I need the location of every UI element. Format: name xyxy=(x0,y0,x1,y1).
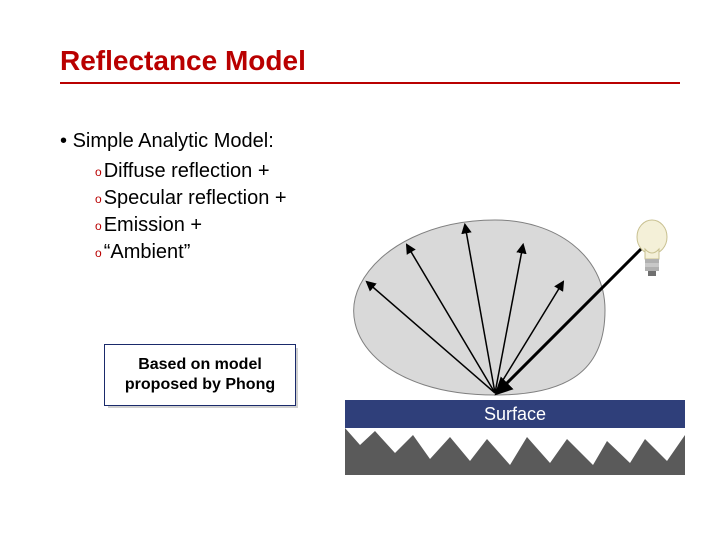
slide-title: Reflectance Model xyxy=(60,45,306,77)
reflectance-diagram: Surface xyxy=(345,215,685,475)
callout-line1: Based on model xyxy=(138,356,262,373)
lightbulb-icon xyxy=(637,220,667,276)
sub-item: oDiffuse reflection + xyxy=(95,158,287,185)
callout-line2: proposed by Phong xyxy=(125,376,275,393)
sub-item: oSpecular reflection + xyxy=(95,185,287,212)
sub-item: oEmission + xyxy=(95,212,287,239)
sub-item-label: Diffuse reflection + xyxy=(104,160,270,182)
sub-item: o“Ambient” xyxy=(95,239,287,266)
sub-item-label: Emission + xyxy=(104,214,202,236)
bullet-marker: o xyxy=(95,165,102,179)
bullet-main: • Simple Analytic Model: xyxy=(60,130,274,153)
callout-box: Based on model proposed by Phong xyxy=(104,344,296,406)
title-underline xyxy=(60,82,680,84)
surface-label: Surface xyxy=(484,404,546,424)
bullet-main-label: Simple Analytic Model: xyxy=(73,130,274,152)
slide: Reflectance Model • Simple Analytic Mode… xyxy=(0,0,720,540)
bullet-marker: o xyxy=(95,246,102,260)
sub-item-label: “Ambient” xyxy=(104,241,191,263)
sub-list: oDiffuse reflection + oSpecular reflecti… xyxy=(95,158,287,266)
bullet-marker: o xyxy=(95,219,102,233)
bullet-marker: o xyxy=(95,192,102,206)
sub-item-label: Specular reflection + xyxy=(104,187,287,209)
